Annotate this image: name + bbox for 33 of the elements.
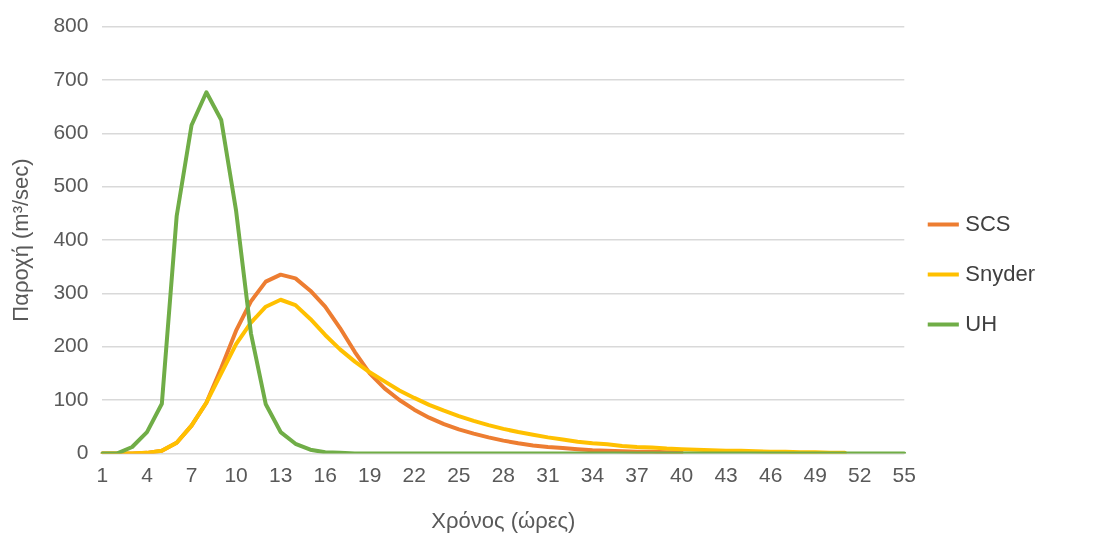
x-tick-label: 25: [447, 462, 471, 486]
x-tick-label: 13: [268, 462, 293, 486]
y-tick-label: 700: [53, 66, 89, 90]
legend-label: SCS: [965, 210, 1011, 236]
x-tick-label: 31: [536, 462, 560, 486]
x-tick-label: 7: [185, 462, 198, 486]
x-tick-label: 16: [313, 462, 337, 486]
x-tick-label: 52: [848, 462, 872, 486]
x-tick-label: 46: [758, 462, 783, 486]
y-tick-label: 800: [53, 13, 89, 37]
y-tick-label: 200: [53, 333, 89, 357]
legend-label: Snyder: [965, 260, 1036, 286]
legend-label: UH: [965, 310, 998, 336]
y-tick-label: 500: [53, 173, 89, 197]
x-tick-label: 43: [714, 462, 738, 486]
x-tick-label: 28: [491, 462, 516, 486]
x-tick-label: 19: [358, 462, 382, 486]
x-tick-label: 34: [580, 462, 605, 486]
x-tick-label: 40: [669, 462, 694, 486]
x-axis-title: Χρόνος (ώρες): [431, 507, 576, 533]
y-axis-title: Παροχή (m³/sec): [8, 158, 34, 322]
x-tick-label: 55: [892, 462, 916, 486]
y-tick-label: 0: [76, 440, 89, 464]
y-tick-label: 600: [53, 120, 89, 144]
y-tick-label: 300: [53, 280, 89, 304]
x-tick-label: 10: [224, 462, 248, 486]
y-tick-label: 400: [53, 226, 89, 250]
x-tick-label: 49: [803, 462, 827, 486]
x-tick-label: 4: [141, 462, 154, 486]
y-tick-label: 100: [53, 386, 89, 410]
x-tick-label: 1: [96, 462, 109, 486]
x-tick-label: 37: [625, 462, 649, 486]
x-tick-label: 22: [402, 462, 426, 486]
